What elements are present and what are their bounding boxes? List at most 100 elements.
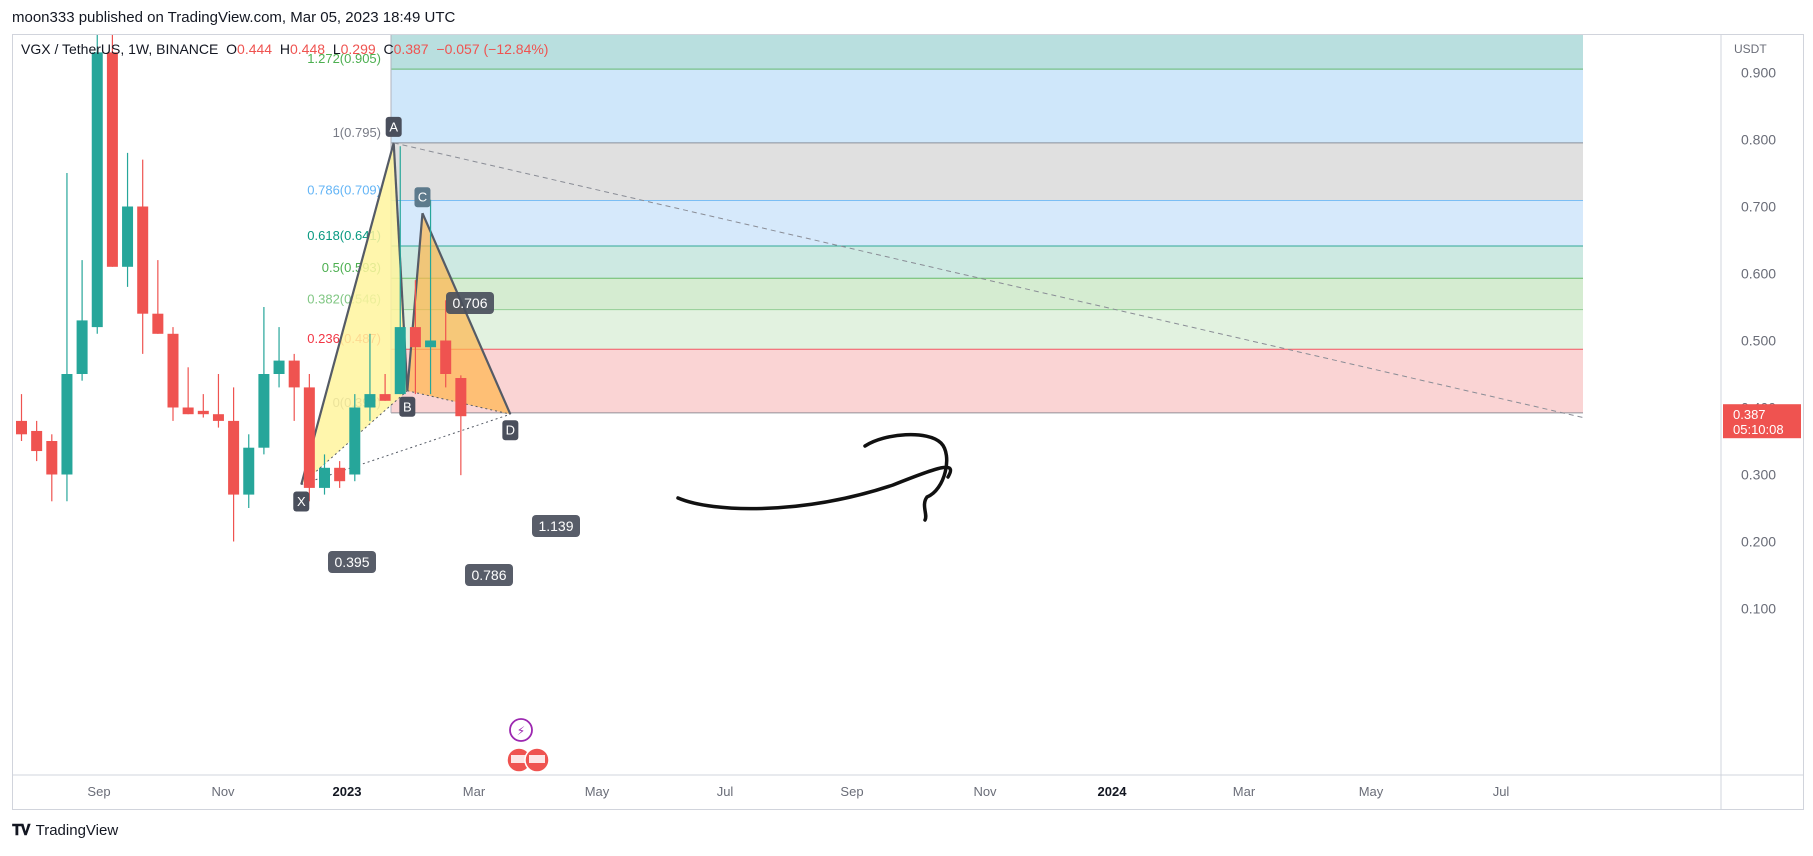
point-label-text: B: [403, 399, 412, 414]
point-label-d: D: [502, 420, 519, 441]
candle-body: [319, 467, 330, 488]
price-tag-countdown: 05:10:08: [1733, 422, 1784, 437]
legend-part: VGX / TetherUS, 1W, BINANCE: [21, 41, 226, 57]
pattern-ratio-label: 0.706: [446, 292, 494, 314]
fib-zone: [391, 349, 1583, 413]
event-markers: ⚡: [506, 718, 550, 773]
price-tick: 0.700: [1741, 199, 1776, 215]
hand-drawn-arrow-head: [863, 432, 949, 522]
candle: [212, 374, 224, 428]
candle-body: [122, 206, 134, 267]
symbol-legend: VGX / TetherUS, 1W, BINANCE O0.444 H0.44…: [21, 41, 548, 57]
candle: [76, 260, 88, 381]
point-label-a: A: [385, 116, 402, 137]
candle-body: [106, 52, 118, 267]
candle-body: [409, 327, 421, 348]
price-tick: 0.200: [1741, 534, 1776, 550]
candle: [334, 461, 346, 488]
point-label-text: D: [506, 423, 515, 438]
trend-projection-line: [393, 142, 1584, 419]
candle: [319, 454, 330, 495]
point-label-c: C: [414, 187, 431, 208]
price-tick: 0.100: [1741, 601, 1776, 617]
point-label-bg: [399, 396, 416, 417]
candle: [394, 146, 406, 395]
candle: [273, 327, 285, 388]
fib-zone: [391, 309, 1583, 350]
point-label-bg: [385, 116, 402, 137]
candle-body: [167, 333, 179, 408]
legend-part: 0.299: [341, 41, 384, 57]
fib-level-label: 1(0.795): [333, 125, 381, 140]
candle: [152, 260, 164, 334]
candle: [122, 152, 134, 287]
legend-part: C: [383, 41, 393, 57]
candle-body: [228, 420, 240, 495]
candles: [16, 35, 467, 542]
ratio-label-text: 0.395: [334, 554, 369, 570]
candle: [364, 333, 376, 421]
candle-body: [364, 394, 376, 408]
candle-body: [76, 320, 88, 374]
price-tick: 0.500: [1741, 333, 1776, 349]
hand-drawn-arrow: [676, 465, 953, 511]
tradingview-logo-icon: 𝐓𝐕: [12, 822, 31, 839]
candle-body: [61, 374, 73, 475]
price-tag-bg: [1723, 404, 1801, 439]
ratio-label-bg: [532, 515, 580, 537]
tradingview-brand[interactable]: 𝐓𝐕 TradingView: [12, 822, 118, 839]
legend-part: O: [226, 41, 237, 57]
candlestick-chart[interactable]: 1.618(1.044)1.272(0.905)1(0.795)0.786(0.…: [13, 35, 1803, 809]
fib-level-label: 1.272(0.905): [307, 51, 381, 66]
point-label-text: X: [297, 494, 306, 509]
pattern-ratio-label: 0.786: [465, 564, 513, 586]
candle: [197, 394, 209, 418]
candle: [16, 394, 27, 441]
candle-body: [31, 430, 43, 452]
chart-frame[interactable]: 1.618(1.044)1.272(0.905)1(0.795)0.786(0.…: [12, 34, 1804, 810]
price-tick: 0.600: [1741, 266, 1776, 282]
price-tick: 0.800: [1741, 132, 1776, 148]
candle: [258, 307, 270, 455]
leg-xa: [300, 142, 395, 485]
currency-label: USDT: [1734, 42, 1767, 56]
candle-body: [349, 407, 361, 475]
candle: [228, 387, 240, 542]
time-tick: May: [1359, 784, 1384, 799]
candle: [379, 374, 391, 401]
point-label-x: X: [293, 491, 310, 512]
candle: [167, 327, 179, 421]
candle-body: [152, 313, 164, 334]
fib-level-label: 0.786(0.709): [307, 182, 381, 197]
lightning-icon: [509, 718, 533, 742]
candle: [61, 173, 73, 502]
price-tag-value: 0.387: [1733, 407, 1766, 422]
fib-retracement: 1.618(1.044)1.272(0.905)1(0.795)0.786(0.…: [307, 35, 1583, 414]
candle: [243, 434, 255, 508]
candle-body: [440, 340, 452, 374]
legend-part: 0.448: [290, 41, 333, 57]
point-label-text: A: [389, 119, 398, 134]
point-label-bg: [293, 491, 310, 512]
us-flag-stripe: [529, 755, 545, 763]
legend-part: H: [280, 41, 290, 57]
candle: [182, 367, 194, 415]
pattern-ratio-label: 0.395: [328, 551, 376, 573]
pattern-point-labels: X A B C D 0.395 0.706 0.786 1.139: [293, 116, 580, 586]
pattern-ratio-label: 1.139: [532, 515, 580, 537]
candle: [303, 374, 315, 502]
point-label-bg: [414, 187, 431, 208]
candle-body: [455, 378, 467, 417]
candle: [288, 353, 300, 421]
point-label-bg: [502, 420, 519, 441]
candle: [425, 199, 437, 395]
lightning-glyph: ⚡: [517, 724, 525, 738]
fib-zone: [391, 35, 1583, 70]
time-tick: Mar: [1233, 784, 1256, 799]
price-tick: 0.900: [1741, 65, 1776, 81]
candle: [46, 434, 58, 502]
legend-part: 0.387: [394, 41, 437, 57]
candle-body: [137, 206, 149, 314]
time-tick: Jul: [717, 784, 734, 799]
candle-body: [182, 407, 194, 415]
